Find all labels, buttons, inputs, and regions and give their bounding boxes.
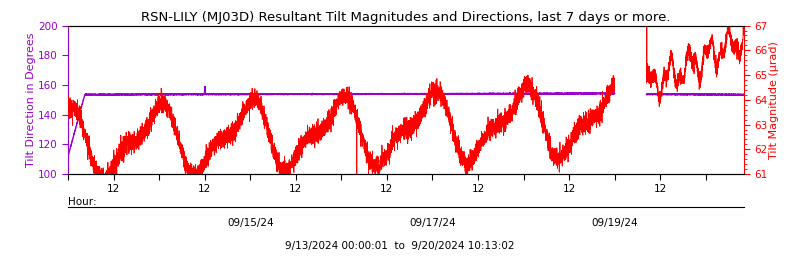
Title: RSN-LILY (MJ03D) Resultant Tilt Magnitudes and Directions, last 7 days or more.: RSN-LILY (MJ03D) Resultant Tilt Magnitud… [142, 12, 670, 24]
Y-axis label: Tilt Magnitude (μrad): Tilt Magnitude (μrad) [769, 41, 779, 159]
Text: Hour:: Hour: [68, 197, 97, 207]
Text: 09/19/24: 09/19/24 [591, 218, 638, 228]
Text: 09/17/24: 09/17/24 [409, 218, 456, 228]
Y-axis label: Tilt Direction in Degrees: Tilt Direction in Degrees [26, 33, 37, 167]
Text: 09/15/24: 09/15/24 [227, 218, 274, 228]
Text: 9/13/2024 00:00:01  to  9/20/2024 10:13:02: 9/13/2024 00:00:01 to 9/20/2024 10:13:02 [286, 241, 514, 251]
